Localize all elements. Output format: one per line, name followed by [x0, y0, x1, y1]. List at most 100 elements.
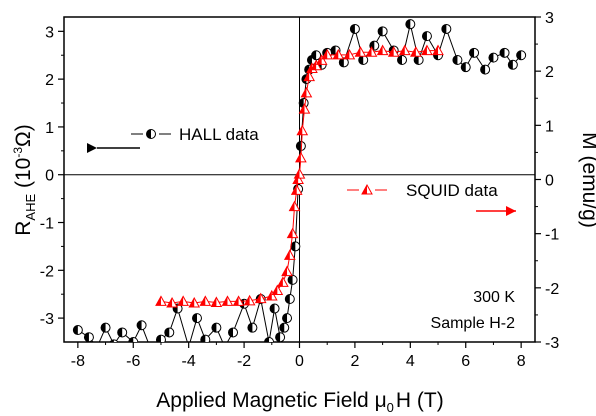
hall-point — [148, 341, 152, 342]
hall-point — [441, 23, 452, 34]
squid-point — [421, 44, 433, 56]
hall-point — [358, 55, 369, 66]
squid-point — [410, 46, 422, 57]
squid-point — [277, 276, 289, 287]
legend-hall-marker — [146, 129, 156, 139]
y-right-tick-label: 1 — [545, 118, 554, 135]
hall-point — [460, 62, 471, 73]
hall-point — [275, 332, 286, 342]
y-axis-left-title: RAHE (10-3Ω) — [11, 124, 38, 235]
squid-point — [365, 46, 378, 57]
squid-point — [290, 184, 303, 195]
hall-point — [247, 322, 258, 333]
hall-point — [413, 55, 424, 66]
squid-point — [321, 48, 334, 60]
hall-point — [95, 341, 99, 342]
squid-point — [296, 124, 309, 136]
x-tick-label: -4 — [182, 353, 196, 370]
hall-point — [83, 332, 94, 342]
hall-point — [507, 59, 518, 70]
squid-point — [254, 292, 267, 304]
hall-point — [200, 334, 211, 342]
x-axis-ticks: -8 -6 -4 -2 0 2 4 6 8 — [71, 342, 526, 370]
squid-point — [303, 70, 316, 82]
squid-point — [310, 59, 322, 71]
legend-squid-label: SQUID data — [406, 181, 498, 200]
hall-point — [452, 55, 463, 66]
hall-point — [377, 26, 388, 37]
hall-point — [72, 325, 83, 336]
hall-point — [269, 303, 280, 314]
hall-point — [228, 327, 239, 338]
hall-point — [136, 320, 147, 331]
hall-point — [164, 327, 175, 338]
squid-point — [387, 46, 400, 57]
squid-point — [432, 44, 444, 56]
legend-hall-label: HALL data — [179, 125, 259, 144]
x-tick-label: 8 — [517, 353, 526, 370]
squid-point — [166, 296, 178, 308]
squid-point — [188, 296, 201, 308]
y-right-tick-label: 2 — [545, 64, 554, 81]
annotation-temperature: 300 K — [473, 289, 515, 306]
x-axis-title: Applied Magnetic Field μ0H (T) — [156, 389, 443, 415]
squid-point — [271, 284, 284, 296]
squid-point — [210, 296, 223, 307]
hall-point — [311, 50, 322, 61]
hall-point — [279, 322, 290, 333]
x-tick-label: -6 — [126, 353, 140, 370]
x-tick-label: 4 — [406, 353, 415, 370]
hall-point — [109, 339, 119, 342]
squid-point — [300, 86, 313, 98]
hall-point — [499, 47, 510, 58]
hall-point — [295, 141, 306, 152]
hall-point — [282, 313, 293, 324]
y-left-tick-label: -2 — [40, 263, 54, 280]
squid-point — [265, 289, 278, 301]
hall-point — [128, 337, 139, 342]
y-right-tick-label: 3 — [545, 10, 554, 27]
x-tick-label: -2 — [237, 353, 251, 370]
hall-point — [287, 274, 298, 285]
y-left-tick-label: 3 — [45, 24, 54, 41]
hall-point — [480, 64, 491, 75]
hall-point — [100, 322, 111, 333]
y-axis-right-title: M (emu/g) — [578, 132, 596, 228]
squid-point — [398, 44, 411, 56]
squid-point — [286, 227, 299, 239]
squid-point — [243, 294, 256, 306]
y-right-tick-label: -3 — [545, 335, 559, 352]
hall-point — [284, 293, 295, 304]
x-tick-label: 0 — [295, 353, 304, 370]
hall-point — [290, 241, 301, 252]
hall-point — [349, 23, 360, 34]
hall-point — [211, 322, 222, 333]
hall-point — [405, 19, 416, 30]
squid-point — [177, 295, 189, 306]
hall-point — [117, 327, 128, 338]
squid-point — [354, 46, 367, 57]
y-right-tick-label: -2 — [545, 281, 559, 298]
hall-point — [469, 47, 480, 58]
squid-point — [288, 200, 301, 212]
squid-point — [315, 54, 328, 65]
hall-point — [516, 50, 527, 61]
squid-point — [298, 103, 311, 114]
legend-squid: SQUID data — [347, 181, 516, 216]
series-layer — [72, 19, 527, 342]
squid-point — [281, 265, 293, 277]
y-left-tick-label: 2 — [45, 72, 54, 89]
squid-point — [232, 295, 245, 306]
x-tick-label: 6 — [461, 353, 470, 370]
x-tick-label: -8 — [71, 353, 85, 370]
y-axis-right-ticks: -3 -2 -1 0 1 2 3 — [535, 10, 559, 352]
x-tick-label: 2 — [350, 353, 359, 370]
annotation-sample: Sample H-2 — [431, 315, 516, 332]
y-right-tick-label: -1 — [545, 227, 559, 244]
y-left-tick-label: 0 — [45, 168, 54, 185]
squid-point — [343, 48, 356, 60]
y-right-tick-label: 0 — [545, 173, 554, 190]
hall-point — [397, 55, 408, 66]
hall-point — [330, 45, 341, 56]
